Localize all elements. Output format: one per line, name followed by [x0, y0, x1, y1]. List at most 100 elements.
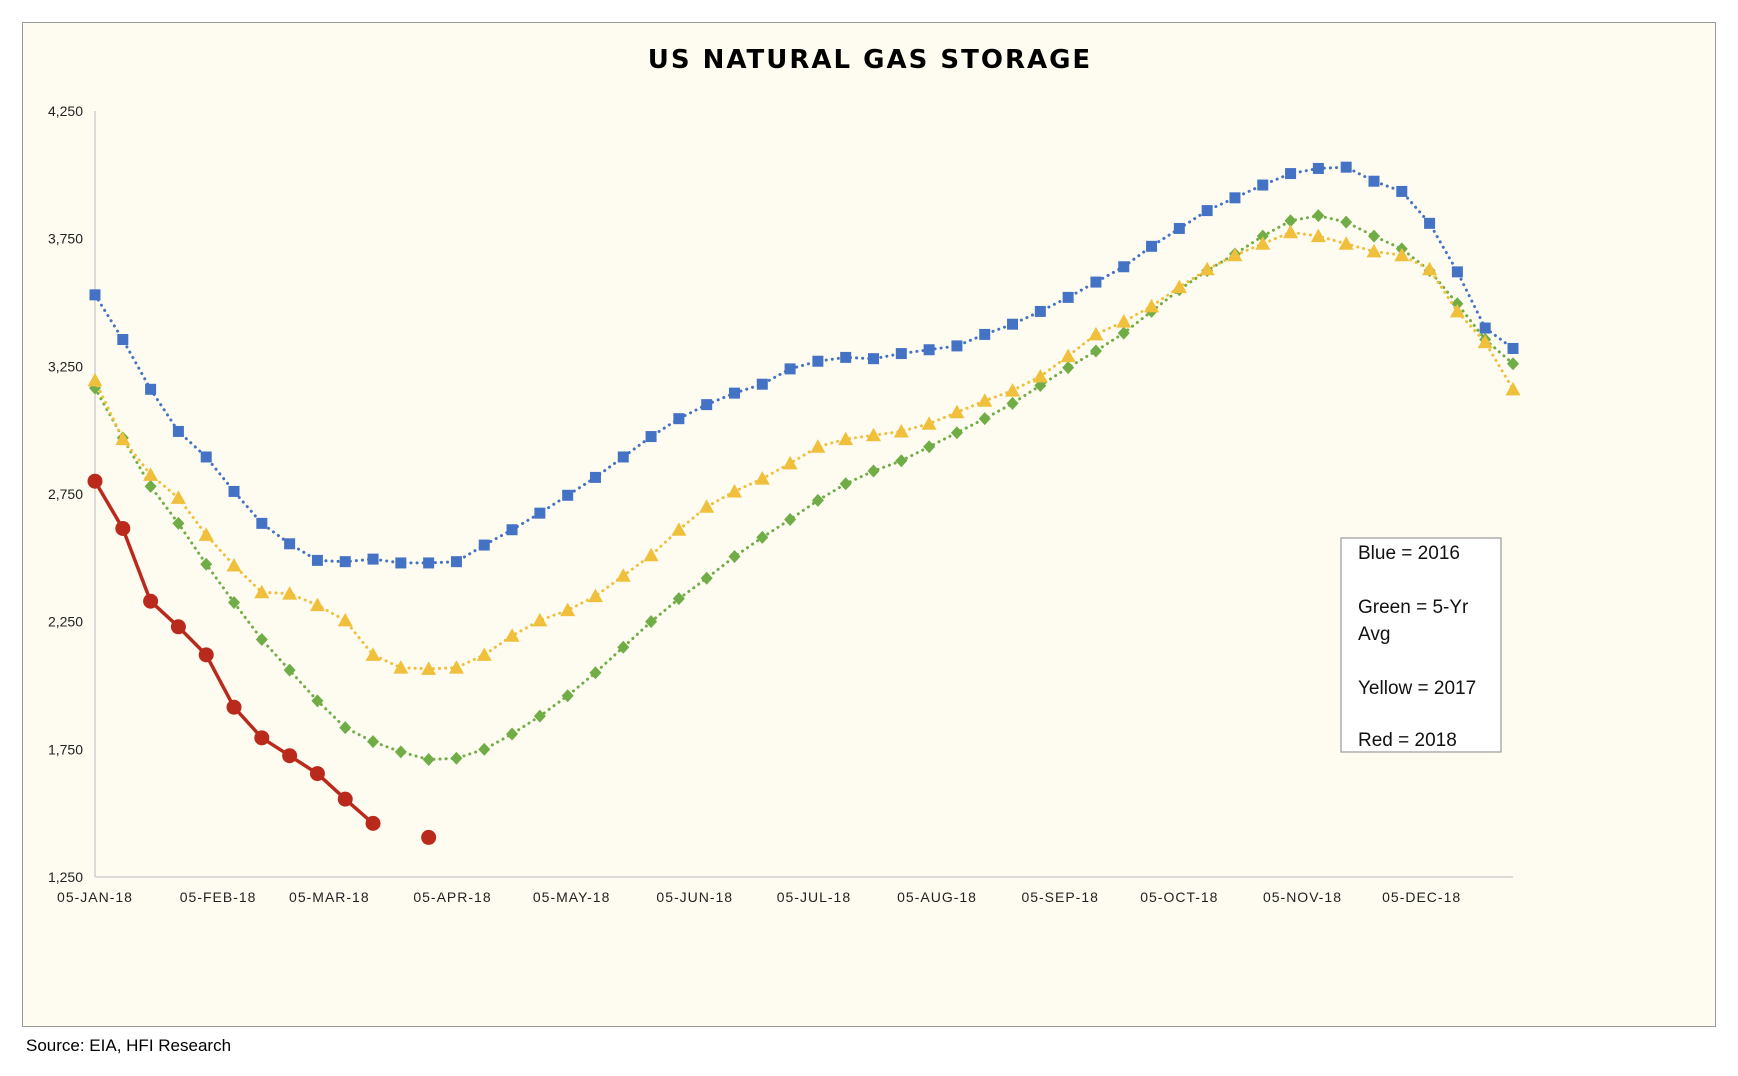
triangle-marker — [615, 568, 631, 582]
y-tick-label: 2,750 — [48, 486, 83, 502]
series-line — [93, 165, 1515, 565]
legend-frame — [1340, 537, 1502, 753]
x-tick-label: 05-JUL-18 — [777, 889, 851, 905]
circle-marker — [143, 593, 159, 609]
circle-marker — [365, 815, 381, 831]
circle-marker — [309, 766, 325, 782]
square-marker — [589, 471, 601, 483]
triangle-marker — [1005, 383, 1021, 397]
source-note: Source: EIA, HFI Research — [26, 1036, 232, 1055]
square-marker — [1201, 205, 1213, 217]
triangle-marker — [1422, 261, 1438, 276]
square-marker — [617, 451, 629, 463]
triangle-marker — [309, 597, 325, 612]
legend-entry: Red = 2018 — [1358, 730, 1457, 751]
triangle-marker — [1394, 247, 1410, 262]
square-marker — [1257, 179, 1269, 191]
square-marker — [895, 348, 907, 360]
triangle-marker — [170, 490, 186, 504]
diamond-marker — [700, 571, 713, 585]
triangle-marker — [810, 439, 826, 453]
diamond-marker — [1062, 361, 1075, 375]
circle-marker — [226, 699, 242, 715]
diamond-marker — [645, 615, 658, 629]
square-marker — [172, 425, 184, 437]
diamond-marker — [1256, 229, 1269, 243]
triangle-marker — [643, 547, 659, 562]
diamond-marker — [1367, 229, 1380, 243]
square-marker — [89, 289, 101, 301]
diamond-marker — [895, 454, 908, 468]
diamond-marker — [784, 513, 797, 527]
square-marker — [450, 556, 462, 568]
diamond-marker — [478, 742, 491, 756]
diamond-marker — [756, 530, 769, 544]
square-marker — [756, 378, 768, 390]
triangle-marker — [1144, 298, 1160, 313]
triangle-marker — [115, 431, 131, 446]
square-marker — [1173, 222, 1185, 234]
square-marker — [1146, 240, 1158, 252]
diamond-marker — [506, 727, 519, 741]
diamond-marker — [144, 479, 157, 493]
square-marker — [534, 507, 546, 519]
circle-marker — [421, 829, 437, 845]
square-marker — [284, 538, 296, 550]
triangle-marker — [1366, 243, 1382, 258]
diamond-marker — [367, 735, 380, 749]
triangle-marker — [532, 612, 548, 627]
diamond-marker — [283, 663, 296, 677]
square-marker — [1034, 305, 1046, 317]
x-tick-label: 05-DEC-18 — [1382, 889, 1461, 905]
triangle-marker — [560, 602, 576, 617]
square-marker — [311, 554, 323, 566]
diamond-marker — [1117, 326, 1130, 340]
circle-marker — [198, 647, 214, 663]
triangle-marker — [421, 661, 437, 675]
square-marker — [1424, 217, 1436, 229]
diamond-marker — [1507, 357, 1519, 371]
square-marker — [228, 485, 240, 497]
square-marker — [1507, 342, 1519, 354]
y-tick-label: 2,250 — [48, 614, 83, 630]
diamond-marker — [923, 440, 936, 454]
circle-marker — [282, 748, 298, 764]
legend-entry: Blue = 2016 — [1358, 543, 1460, 564]
square-marker — [840, 351, 852, 363]
chart-frame: US NATURAL GAS STORAGE 1,250 1,750 2,250 2,… — [22, 22, 1716, 1027]
triangle-marker — [1227, 247, 1243, 262]
triangle-marker — [1116, 314, 1132, 328]
triangle-marker — [699, 499, 715, 513]
triangle-marker — [921, 416, 937, 430]
diamond-marker — [867, 464, 880, 478]
square-marker — [506, 524, 518, 536]
series-layer — [87, 161, 1521, 845]
circle-marker — [254, 730, 270, 746]
series-line — [93, 230, 1515, 671]
series-0 — [89, 161, 1519, 569]
triangle-marker — [476, 647, 492, 661]
triangle-marker — [1032, 369, 1048, 383]
triangle-marker — [448, 660, 464, 674]
square-marker — [1062, 291, 1074, 303]
triangle-marker — [226, 557, 242, 572]
triangle-marker — [504, 628, 520, 642]
square-marker — [979, 328, 991, 340]
diamond-marker — [394, 745, 407, 759]
triangle-marker — [866, 427, 882, 442]
triangle-marker — [87, 372, 103, 387]
series-line — [93, 479, 375, 826]
square-marker — [701, 399, 713, 411]
diamond-marker — [561, 689, 574, 703]
square-marker — [1090, 276, 1102, 288]
series-2 — [87, 224, 1521, 675]
diamond-marker — [950, 426, 963, 440]
circle-marker — [87, 473, 103, 489]
diamond-marker — [172, 516, 185, 530]
x-tick-label: 05-FEB-18 — [180, 889, 257, 905]
y-tick-label: 3,750 — [48, 231, 83, 247]
diamond-marker — [228, 596, 241, 610]
square-marker — [1118, 261, 1130, 273]
diamond-marker — [1340, 215, 1353, 229]
y-tick-label: 1,250 — [48, 869, 83, 885]
